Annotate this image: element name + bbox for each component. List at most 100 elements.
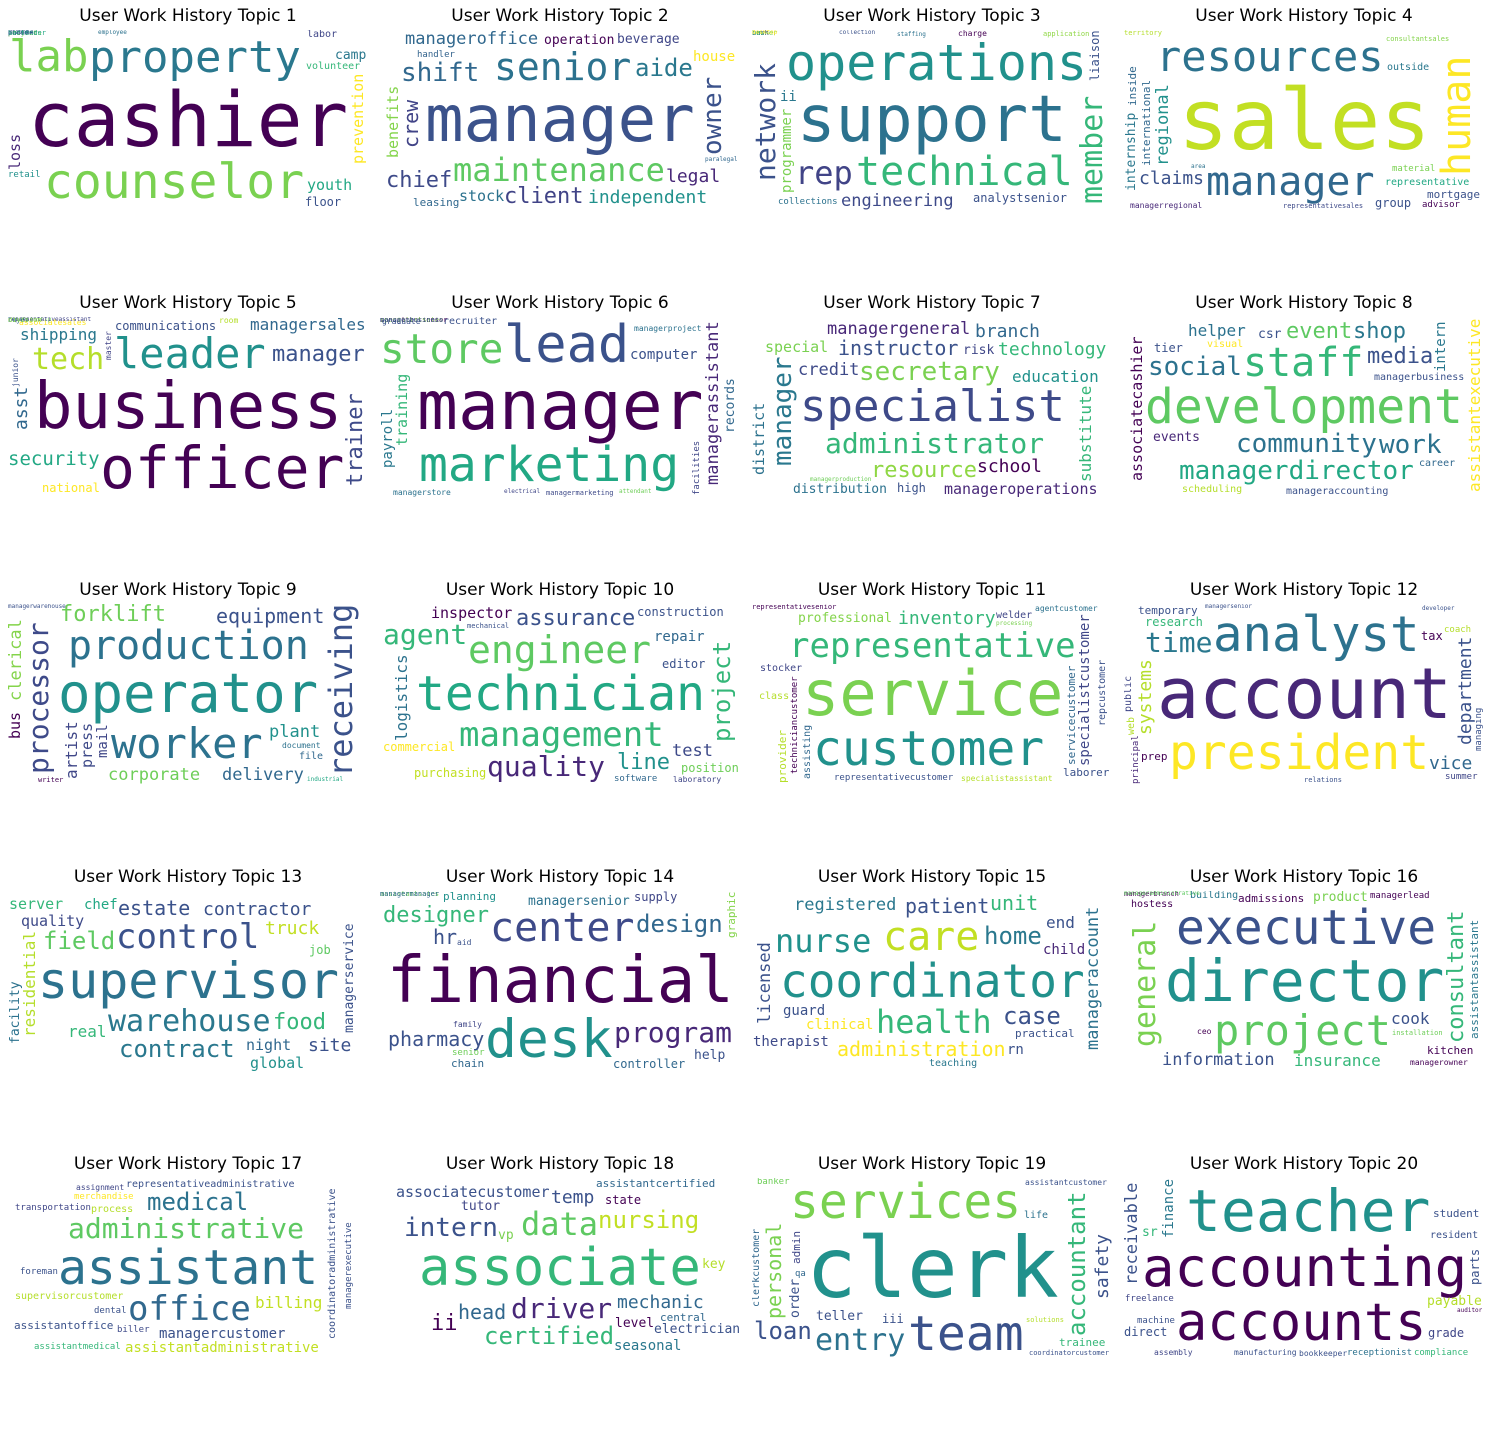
cloud-word: material bbox=[1392, 164, 1436, 174]
cloud-word: dental bbox=[94, 1306, 127, 1316]
cloud-word: nurse bbox=[775, 922, 872, 960]
cloud-word: aid bbox=[457, 938, 472, 947]
cloud-word: associatesales bbox=[19, 318, 87, 327]
cloud-word: ceo bbox=[1197, 1027, 1212, 1036]
cloud-word: managerbusiness bbox=[380, 317, 444, 324]
cloud-word: guard bbox=[783, 1003, 826, 1019]
cloud-word: consultantsenior bbox=[380, 317, 448, 324]
cloud-word: senior bbox=[452, 1048, 485, 1058]
cloud-word: position bbox=[681, 761, 739, 775]
cloud-word: software bbox=[614, 774, 658, 784]
cloud-word: iii bbox=[882, 1312, 904, 1326]
cloud-word: entry bbox=[815, 1323, 906, 1358]
cloud-word: mechanic bbox=[617, 1292, 704, 1313]
cloud-word: operation bbox=[544, 33, 615, 48]
cloud-word: test bbox=[672, 741, 713, 761]
cloud-word: department bbox=[1455, 636, 1476, 745]
topic-title: User Work History Topic 16 bbox=[1189, 867, 1419, 887]
cloud-word: file bbox=[299, 751, 324, 762]
cloud-word: installation bbox=[1392, 1029, 1443, 1037]
cloud-word: legal bbox=[666, 166, 721, 187]
cloud-word: new bbox=[752, 30, 765, 37]
cloud-word: lead bbox=[504, 317, 630, 375]
cloud-word: officer bbox=[100, 434, 345, 497]
cloud-word: teacher bbox=[1186, 1178, 1431, 1245]
cloud-word: help bbox=[694, 1048, 726, 1063]
cloud-word: estate bbox=[118, 896, 191, 920]
topic-title: User Work History Topic 5 bbox=[79, 293, 297, 313]
cloud-word: health bbox=[876, 1003, 992, 1041]
cloud-word: associatecashier bbox=[1128, 336, 1146, 482]
cloud-word: prevention bbox=[349, 73, 367, 164]
cloud-word: laborer bbox=[1063, 766, 1110, 779]
cloud-word: night bbox=[246, 1036, 292, 1054]
cloud-word: school bbox=[977, 456, 1043, 477]
cloud-word: mechanical bbox=[467, 622, 510, 630]
cloud-word: tech bbox=[32, 342, 105, 377]
topic-title: User Work History Topic 6 bbox=[451, 293, 669, 313]
cloud-word: student bbox=[1433, 1207, 1480, 1220]
word-cloud: supervisor control warehouse contract field f… bbox=[8, 891, 368, 1071]
cloud-word: repair bbox=[654, 629, 705, 645]
cloud-word: biller bbox=[117, 1325, 150, 1335]
cloud-word: manageroperations bbox=[944, 480, 1098, 497]
cloud-word: global bbox=[250, 1054, 305, 1071]
cloud-word: temporary bbox=[1138, 604, 1198, 617]
cloud-word: leasing bbox=[413, 196, 460, 209]
topic-title: User Work History Topic 14 bbox=[445, 867, 675, 887]
cloud-word: managergeneral bbox=[827, 319, 971, 339]
cloud-word: executive bbox=[1176, 900, 1437, 956]
cloud-word: managerproject bbox=[634, 324, 702, 333]
cloud-word: certified bbox=[484, 1322, 615, 1350]
cloud-word: managerexecutive bbox=[344, 1222, 354, 1309]
topic-panel-14: User Work History Topic 14 financial desk c… bbox=[374, 861, 746, 1148]
cloud-word: principal bbox=[1131, 735, 1141, 784]
word-cloud: associate data driver nursing certified inter… bbox=[380, 1178, 740, 1358]
topic-panel-11: User Work History Topic 11 service custome… bbox=[746, 574, 1118, 861]
cloud-word: managermarketing bbox=[546, 489, 614, 497]
cloud-word: bookkeeper bbox=[1299, 1349, 1348, 1358]
cloud-word: direct bbox=[1124, 1325, 1168, 1339]
cloud-word: accounts bbox=[1176, 1293, 1427, 1353]
cloud-word: admissions bbox=[1238, 892, 1305, 905]
cloud-word: marketing bbox=[419, 437, 680, 493]
cloud-word: hr bbox=[433, 925, 458, 949]
cloud-word: central bbox=[660, 1311, 707, 1324]
cloud-word: assurance bbox=[516, 606, 636, 631]
cloud-word: equipment bbox=[216, 604, 325, 628]
cloud-word: assistant bbox=[58, 1240, 319, 1296]
cloud-word: production bbox=[68, 623, 309, 669]
cloud-word: division bbox=[8, 317, 42, 324]
cloud-word: collections bbox=[778, 197, 838, 207]
cloud-word: banker bbox=[757, 1178, 790, 1187]
cloud-word: volunteer bbox=[306, 61, 361, 72]
cloud-word: managercustomer bbox=[159, 1326, 286, 1342]
cloud-word: team bbox=[908, 1306, 1024, 1358]
cloud-word: receptionist bbox=[1347, 1348, 1413, 1358]
cloud-word: shipping bbox=[20, 325, 98, 344]
cloud-word: stocker bbox=[760, 663, 803, 674]
cloud-word: national bbox=[42, 481, 100, 495]
cloud-word: managermanager bbox=[380, 891, 440, 898]
cloud-word: repcustomer bbox=[1097, 659, 1108, 726]
cloud-word: advisor bbox=[1422, 200, 1460, 210]
cloud-word: center bbox=[490, 905, 635, 951]
cloud-word: vice bbox=[1429, 753, 1473, 774]
cloud-word: desk bbox=[485, 1009, 613, 1070]
cloud-word: labor bbox=[307, 30, 338, 40]
cloud-word: clinical bbox=[806, 1017, 874, 1033]
cloud-word: ii bbox=[780, 89, 797, 105]
cloud-word: prep bbox=[1141, 750, 1168, 763]
topic-title: User Work History Topic 10 bbox=[445, 580, 675, 600]
cloud-word: representative bbox=[789, 626, 1076, 666]
cloud-word: coordinator bbox=[780, 954, 1085, 1008]
cloud-word: level bbox=[615, 1316, 655, 1331]
cloud-word: manager bbox=[1206, 159, 1375, 205]
cloud-word: managerlead bbox=[1370, 891, 1430, 901]
cloud-word: manager bbox=[417, 367, 704, 446]
cloud-word: nursing bbox=[598, 1206, 700, 1234]
cloud-word: manager bbox=[272, 342, 365, 367]
cloud-word: inspector bbox=[431, 604, 513, 622]
cloud-word: network bbox=[752, 62, 782, 181]
topic-panel-18: User Work History Topic 18 associate data d… bbox=[374, 1148, 746, 1435]
